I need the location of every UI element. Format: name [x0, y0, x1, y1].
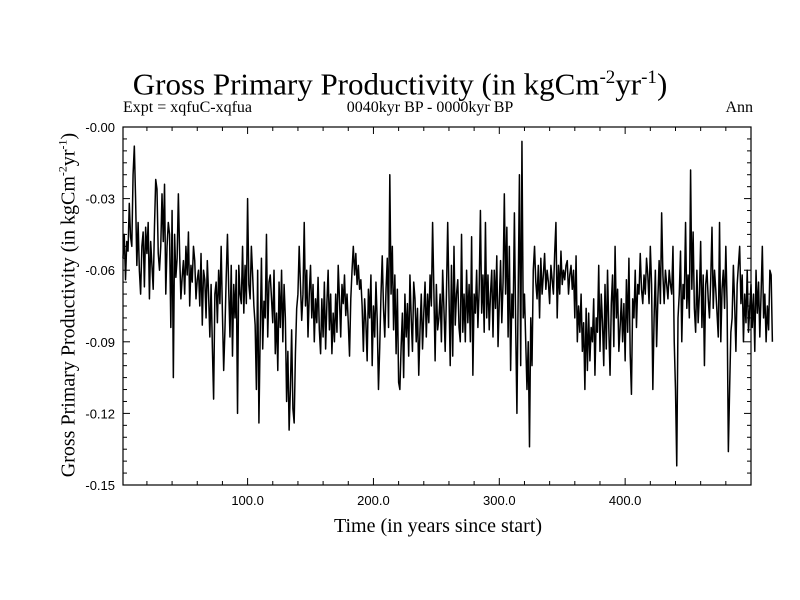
x-tick-label: 100.0 — [231, 493, 264, 508]
chart-title: Gross Primary Productivity (in kgCm-2yr-… — [132, 66, 668, 102]
y-tick-label: -0.12 — [85, 406, 115, 421]
season-label: Ann — [725, 99, 753, 116]
x-tick-label: 200.0 — [357, 493, 390, 508]
axis-ticks — [123, 126, 751, 486]
x-tick-label: 400.0 — [609, 493, 642, 508]
axis-tick-labels: 100.0 200.0 300.0 400.0 -0.00 -0.03 -0.06 -0.09… — [85, 120, 641, 508]
x-axis-label: Time (in years since start) — [333, 515, 543, 537]
y-tick-label: -0.15 — [85, 478, 115, 493]
y-tick-label: -0.03 — [85, 192, 115, 207]
period-label: 0040kyr BP - 0000kyr BP — [346, 99, 514, 116]
y-tick-label: -0.09 — [85, 335, 115, 350]
y-axis-label: Gross Primary Productivity (in kgCm-2yr-… — [55, 132, 80, 478]
x-tick-label: 300.0 — [483, 493, 516, 508]
experiment-label: Expt = xqfuC-xqfua — [123, 99, 252, 116]
y-tick-label: -0.00 — [85, 120, 115, 135]
series-line — [122, 140, 774, 467]
y-tick-label: -0.06 — [85, 263, 115, 278]
